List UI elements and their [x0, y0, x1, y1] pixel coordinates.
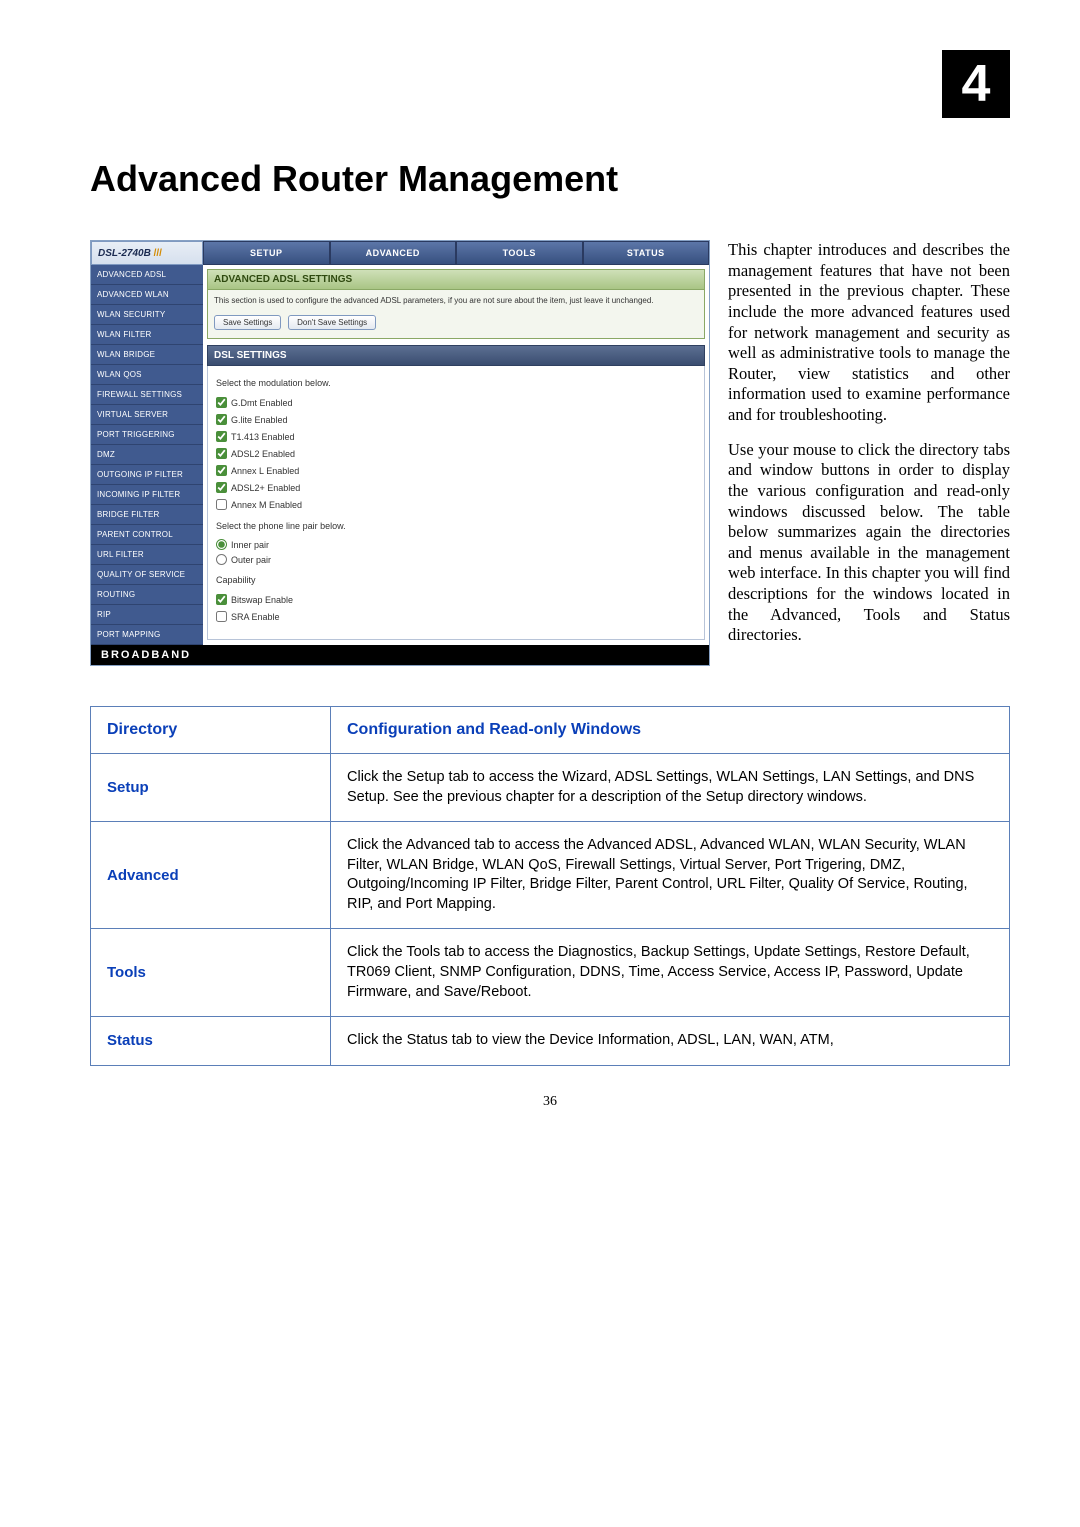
sidebar: ADVANCED ADSL ADVANCED WLAN WLAN SECURIT… — [91, 265, 203, 645]
pair-label-text: Outer pair — [231, 555, 271, 565]
screenshot-footer: BROADBAND — [91, 645, 709, 665]
sidebar-item[interactable]: RIP — [91, 605, 203, 625]
device-model: DSL-2740B /// — [91, 241, 203, 265]
sidebar-item[interactable]: OUTGOING IP FILTER — [91, 465, 203, 485]
intro-p1: This chapter introduces and describes th… — [728, 240, 1010, 426]
sidebar-item[interactable]: VIRTUAL SERVER — [91, 405, 203, 425]
sidebar-item[interactable]: WLAN SECURITY — [91, 305, 203, 325]
table-row: Advanced Click the Advanced tab to acces… — [91, 822, 1010, 929]
table-row: Tools Click the Tools tab to access the … — [91, 929, 1010, 1017]
dir-tools: Tools — [91, 929, 331, 1017]
mod-label: G.Dmt Enabled — [231, 398, 293, 408]
device-model-text: DSL-2740B — [98, 248, 151, 259]
dir-status: Status — [91, 1017, 331, 1066]
sidebar-item[interactable]: URL FILTER — [91, 545, 203, 565]
page-title: Advanced Router Management — [90, 158, 1010, 200]
mod-check[interactable]: G.Dmt Enabled — [216, 394, 696, 411]
checkbox-icon[interactable] — [216, 397, 227, 408]
router-screenshot: DSL-2740B /// SETUP ADVANCED TOOLS STATU… — [90, 240, 710, 666]
desc-tools: Click the Tools tab to access the Diagno… — [331, 929, 1010, 1017]
intro-text: This chapter introduces and describes th… — [728, 240, 1010, 666]
sidebar-item[interactable]: ROUTING — [91, 585, 203, 605]
modulation-label: Select the modulation below. — [216, 378, 696, 388]
tab-advanced[interactable]: ADVANCED — [330, 241, 457, 265]
checkbox-icon[interactable] — [216, 448, 227, 459]
th-directory: Directory — [91, 707, 331, 754]
sidebar-item[interactable]: PARENT CONTROL — [91, 525, 203, 545]
save-settings-button[interactable]: Save Settings — [214, 315, 281, 330]
sidebar-item[interactable]: FIREWALL SETTINGS — [91, 385, 203, 405]
th-config: Configuration and Read-only Windows — [331, 707, 1010, 754]
mod-check[interactable]: Annex L Enabled — [216, 462, 696, 479]
page-number: 36 — [90, 1094, 1010, 1110]
mod-label: Annex L Enabled — [231, 466, 299, 476]
mod-check[interactable]: Annex M Enabled — [216, 496, 696, 513]
panel-heading: ADVANCED ADSL SETTINGS — [207, 269, 705, 290]
table-row: Status Click the Status tab to view the … — [91, 1017, 1010, 1066]
intro-p2: Use your mouse to click the directory ta… — [728, 440, 1010, 646]
checkbox-icon[interactable] — [216, 594, 227, 605]
checkbox-icon[interactable] — [216, 414, 227, 425]
sidebar-item[interactable]: QUALITY OF SERVICE — [91, 565, 203, 585]
desc-status: Click the Status tab to view the Device … — [331, 1017, 1010, 1066]
directory-table: Directory Configuration and Read-only Wi… — [90, 706, 1010, 1066]
pair-radio[interactable]: Outer pair — [216, 552, 696, 567]
checkbox-icon[interactable] — [216, 482, 227, 493]
mod-label: T1.413 Enabled — [231, 432, 295, 442]
tab-setup[interactable]: SETUP — [203, 241, 330, 265]
dsl-settings: Select the modulation below. G.Dmt Enabl… — [207, 366, 705, 640]
checkbox-icon[interactable] — [216, 431, 227, 442]
sidebar-item[interactable]: PORT MAPPING — [91, 625, 203, 645]
capability-label: Capability — [216, 575, 696, 585]
dir-setup: Setup — [91, 754, 331, 822]
cap-check[interactable]: SRA Enable — [216, 608, 696, 625]
dir-advanced: Advanced — [91, 822, 331, 929]
radio-icon[interactable] — [216, 539, 227, 550]
mod-label: ADSL2 Enabled — [231, 449, 295, 459]
pair-label-text: Inner pair — [231, 540, 269, 550]
sidebar-item[interactable]: ADVANCED ADSL — [91, 265, 203, 285]
mod-label: ADSL2+ Enabled — [231, 483, 300, 493]
main-panel: ADVANCED ADSL SETTINGS This section is u… — [203, 265, 709, 645]
chapter-badge: 4 — [942, 50, 1010, 118]
sidebar-item[interactable]: WLAN QOS — [91, 365, 203, 385]
radio-icon[interactable] — [216, 554, 227, 565]
desc-setup: Click the Setup tab to access the Wizard… — [331, 754, 1010, 822]
sidebar-item[interactable]: WLAN FILTER — [91, 325, 203, 345]
desc-advanced: Click the Advanced tab to access the Adv… — [331, 822, 1010, 929]
panel-desc: This section is used to configure the ad… — [207, 290, 705, 311]
dont-save-button[interactable]: Don't Save Settings — [288, 315, 376, 330]
mod-label: Annex M Enabled — [231, 500, 302, 510]
sidebar-item[interactable]: PORT TRIGGERING — [91, 425, 203, 445]
tab-status[interactable]: STATUS — [583, 241, 710, 265]
dsl-heading: DSL SETTINGS — [207, 345, 705, 366]
sidebar-item[interactable]: INCOMING IP FILTER — [91, 485, 203, 505]
table-row: Setup Click the Setup tab to access the … — [91, 754, 1010, 822]
sidebar-item[interactable]: WLAN BRIDGE — [91, 345, 203, 365]
tab-tools[interactable]: TOOLS — [456, 241, 583, 265]
mod-check[interactable]: G.lite Enabled — [216, 411, 696, 428]
top-tabs: SETUP ADVANCED TOOLS STATUS — [203, 241, 709, 265]
mod-check[interactable]: T1.413 Enabled — [216, 428, 696, 445]
cap-check[interactable]: Bitswap Enable — [216, 591, 696, 608]
mod-check[interactable]: ADSL2+ Enabled — [216, 479, 696, 496]
pair-radio[interactable]: Inner pair — [216, 537, 696, 552]
mod-check[interactable]: ADSL2 Enabled — [216, 445, 696, 462]
model-slashes: /// — [154, 248, 162, 259]
sidebar-item[interactable]: BRIDGE FILTER — [91, 505, 203, 525]
sidebar-item[interactable]: DMZ — [91, 445, 203, 465]
checkbox-icon[interactable] — [216, 611, 227, 622]
cap-label: SRA Enable — [231, 612, 280, 622]
mod-label: G.lite Enabled — [231, 415, 288, 425]
checkbox-icon[interactable] — [216, 465, 227, 476]
sidebar-item[interactable]: ADVANCED WLAN — [91, 285, 203, 305]
checkbox-icon[interactable] — [216, 499, 227, 510]
pair-label: Select the phone line pair below. — [216, 521, 696, 531]
cap-label: Bitswap Enable — [231, 595, 293, 605]
